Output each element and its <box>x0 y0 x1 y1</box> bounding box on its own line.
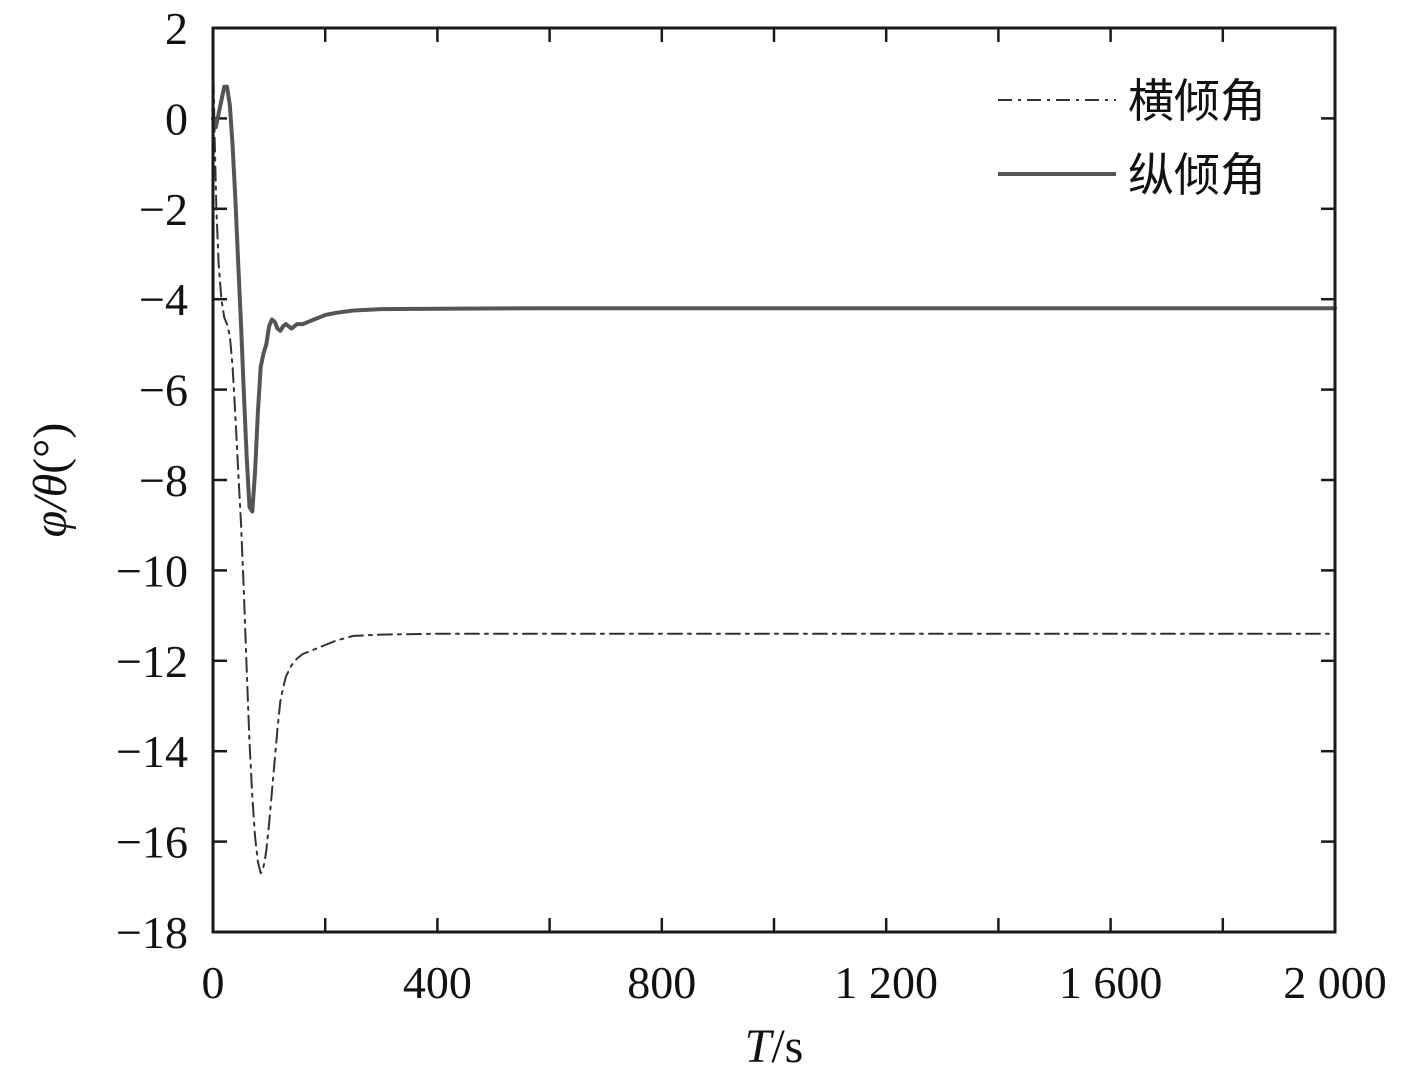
x-tick-labels: 0 400 800 1 200 1 600 2 000 <box>202 957 1387 1008</box>
legend-label-roll: 横倾角 <box>1128 74 1266 128</box>
y-tick-labels: 2 0 −2 −4 −6 −8 −10 −12 −14 −16 −18 <box>116 3 188 958</box>
y-tick-label: −12 <box>116 636 188 687</box>
series-line-roll <box>212 49 1336 875</box>
y-axis-label-unit: (°) <box>24 423 77 474</box>
x-tick-label: 1 600 <box>1059 957 1163 1008</box>
legend-label-pitch: 纵倾角 <box>1128 148 1266 202</box>
y-tick-label: −16 <box>116 817 188 868</box>
y-tick-label: −14 <box>116 726 188 777</box>
y-tick-label: −18 <box>116 907 188 958</box>
y-tick-label: −4 <box>139 274 188 325</box>
x-tick-label: 0 <box>202 957 225 1008</box>
x-axis-label-unit: /s <box>771 1020 803 1072</box>
plot-frame <box>211 26 1337 934</box>
y-tick-label: −8 <box>139 455 188 506</box>
x-tick-label: 1 200 <box>834 957 938 1008</box>
series-line-pitch <box>211 84 1337 514</box>
x-axis-label: T/s <box>745 1020 804 1072</box>
y-tick-label: 2 <box>165 3 188 54</box>
y-axis-label-symbol: φ/θ <box>24 474 77 537</box>
x-axis-label-symbol: T <box>745 1020 775 1072</box>
y-tick-label: −2 <box>139 184 188 235</box>
y-tick-label: −6 <box>139 365 188 416</box>
series-layer <box>211 49 1337 875</box>
y-tick-label: 0 <box>165 93 188 144</box>
x-tick-label: 800 <box>627 957 696 1008</box>
legend: 横倾角 纵倾角 <box>998 74 1266 202</box>
y-tick-label: −10 <box>116 545 188 596</box>
y-axis-label: φ/θ(°) <box>24 423 77 538</box>
x-tick-label: 2 000 <box>1283 957 1387 1008</box>
x-tick-label: 400 <box>403 957 472 1008</box>
